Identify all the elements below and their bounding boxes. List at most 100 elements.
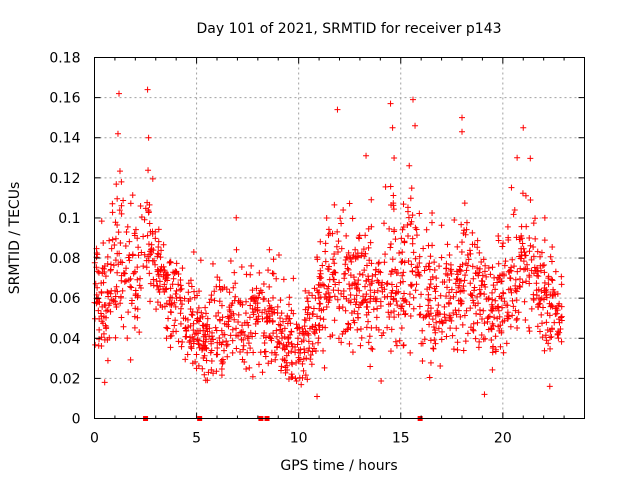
data-point [345,320,352,327]
data-point [161,303,168,310]
data-point [294,341,301,348]
data-point [304,311,311,318]
data-point [221,347,228,354]
data-point [279,356,286,363]
data-point [103,324,110,331]
data-point [194,292,201,299]
data-point [216,339,223,346]
data-point [516,276,523,283]
data-point [399,226,406,233]
data-point [476,338,483,345]
data-point [543,337,550,344]
data-point [243,365,250,372]
data-point [216,298,223,305]
data-point [369,273,376,280]
data-point [546,383,553,390]
data-point [459,128,465,135]
data-point [439,320,446,327]
data-point [286,315,293,322]
data-point [188,343,195,350]
data-point [500,290,507,297]
data-point [503,340,510,347]
data-point [426,321,433,328]
data-point [318,274,325,281]
data-point [360,246,367,253]
data-point [145,134,152,141]
data-point [355,304,362,311]
data-point [432,312,439,319]
data-point [426,374,433,381]
data-point [412,287,419,294]
data-point [455,284,462,291]
data-point [481,320,488,327]
data-point [208,296,215,303]
data-point [331,250,338,257]
data-point [305,289,312,296]
data-point [124,223,131,230]
data-point [175,338,182,345]
data-point [211,297,218,304]
data-point [252,306,259,313]
data-point [541,237,548,244]
data-point [513,317,520,323]
data-point [206,325,213,332]
data-point [425,291,432,298]
data-point [368,196,375,203]
data-point [350,274,357,281]
data-point [368,223,375,230]
data-point [193,351,200,358]
data-point [149,257,156,264]
data-point [454,339,461,346]
data-point [519,240,526,247]
data-point [387,241,394,248]
data-point [383,281,390,288]
data-point [545,273,552,280]
data-point [316,289,323,296]
data-point [346,285,353,292]
data-point [369,278,376,285]
data-point [221,320,228,327]
data-point [204,328,211,335]
data-point [555,328,562,335]
data-point [141,216,148,223]
data-point [128,300,135,307]
data-point [533,265,540,272]
data-point [233,325,240,332]
data-point [400,201,407,208]
data-point [115,229,122,236]
data-point [419,358,426,365]
data-point [126,238,133,245]
data-point [396,250,403,257]
data-point [312,321,319,328]
data-point [252,300,259,307]
data-point [363,311,370,318]
data-point [426,297,433,304]
y-tick-label: 0.06 [49,291,80,307]
data-point [281,345,288,352]
data-point [495,260,502,267]
data-point [523,223,530,230]
data-point [213,368,220,375]
data-point [98,334,105,341]
data-point [406,162,413,169]
data-point [218,357,225,364]
data-point [293,378,300,385]
data-point [206,333,213,340]
data-point [325,289,332,296]
data-point [116,90,122,97]
data-point [495,237,502,244]
data-point [498,278,505,285]
data-point [354,310,361,317]
data-point [405,214,412,221]
data-point [179,339,186,346]
data-point [398,235,405,242]
data-point [395,311,402,318]
data-point [515,309,522,316]
data-point [320,316,327,323]
data-point [457,300,464,307]
data-point [241,332,248,339]
data-point [331,260,338,267]
data-point [478,332,485,339]
data-point [172,291,179,298]
data-point [443,293,450,300]
